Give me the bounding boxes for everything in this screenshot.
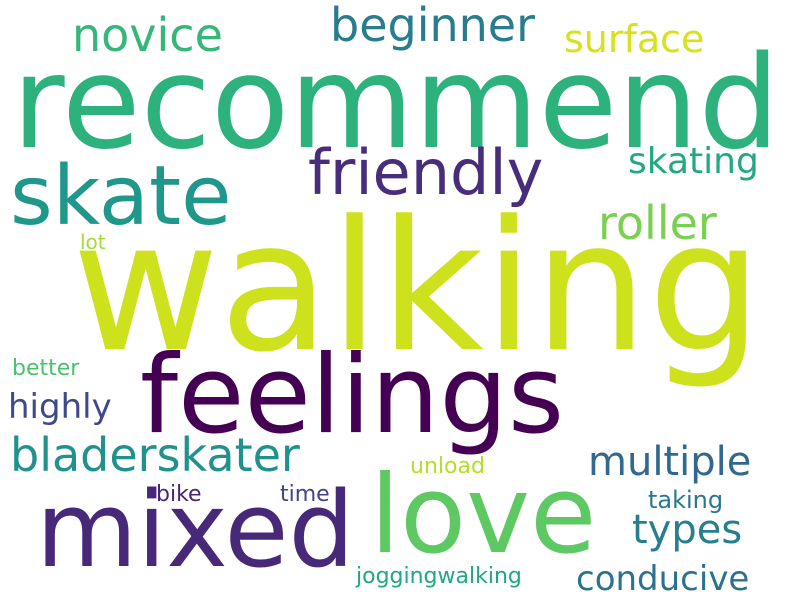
word-skate: skate — [10, 149, 232, 244]
word-multiple: multiple — [588, 439, 752, 485]
word-highly: highly — [8, 387, 112, 427]
word-walking: walking — [72, 183, 763, 392]
word-friendly: friendly — [308, 136, 544, 209]
word-skating: skating — [628, 141, 759, 182]
word-feelings: feelings — [140, 333, 565, 458]
word-bike: bike — [156, 482, 202, 507]
word-types: types — [632, 507, 743, 553]
word-conducive: conducive — [576, 559, 750, 599]
word-unload: unload — [410, 454, 485, 479]
word-joggingwalking: joggingwalking — [356, 564, 522, 589]
word-novice: novice — [72, 8, 223, 62]
word-surface: surface — [564, 17, 705, 61]
word-lot: lot — [80, 230, 106, 254]
word-recommend: recommend — [12, 29, 780, 178]
word-better: better — [12, 356, 80, 381]
word-beginner: beginner — [330, 0, 536, 52]
word-mixed: mixed — [36, 469, 355, 591]
word-love: love — [370, 453, 597, 578]
word-taking: taking — [648, 486, 724, 514]
word-roller: roller — [598, 196, 717, 250]
word-bladerskater: bladerskater — [10, 428, 300, 482]
word-time: time — [280, 482, 330, 507]
